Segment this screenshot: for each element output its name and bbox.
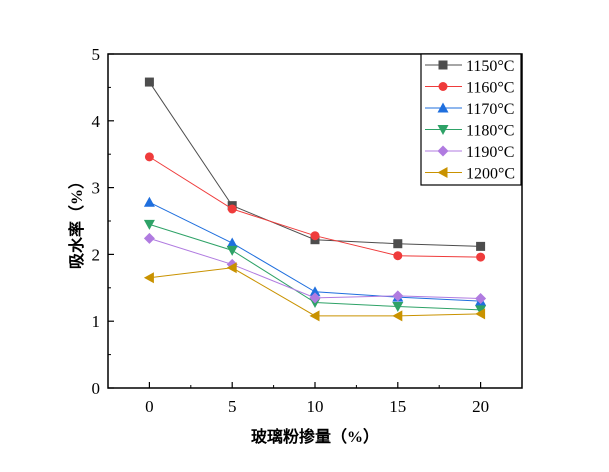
series-1190°C	[143, 232, 487, 304]
marker-circle	[144, 152, 154, 162]
legend-label: 1190°C	[466, 144, 514, 161]
series-1200°C	[143, 262, 486, 322]
y-tick-label: 5	[92, 45, 101, 64]
marker-triangle-up	[226, 237, 238, 248]
legend-label: 1180°C	[466, 123, 514, 140]
x-tick-label: 5	[228, 397, 237, 416]
y-tick-label: 1	[92, 312, 101, 331]
marker-triangle-left	[309, 310, 320, 322]
marker-triangle-down	[437, 125, 449, 135]
marker-square	[476, 241, 486, 251]
y-tick-label: 2	[92, 245, 101, 264]
y-tick-label: 0	[92, 379, 101, 398]
marker-triangle-down	[226, 245, 238, 256]
legend-label: 1200°C	[466, 166, 515, 183]
marker-triangle-up	[437, 102, 449, 113]
y-tick-label: 3	[92, 179, 101, 198]
y-tick-label: 4	[92, 112, 101, 131]
marker-triangle-down	[143, 219, 155, 230]
marker-triangle-down	[475, 305, 487, 316]
marker-square	[393, 239, 403, 249]
y-axis-label: 吸水率（%）	[67, 173, 86, 269]
legend-box	[420, 53, 522, 186]
x-tick-label: 0	[145, 397, 154, 416]
series-1160°C	[144, 152, 486, 262]
marker-triangle-down	[392, 302, 404, 313]
x-axis-label: 玻璃粉掺量（%）	[251, 427, 379, 446]
marker-diamond	[143, 232, 155, 244]
marker-diamond	[437, 145, 449, 157]
marker-circle	[310, 231, 320, 241]
series-1170°C	[143, 196, 487, 306]
legend-label: 1170°C	[466, 101, 514, 118]
marker-triangle-left	[226, 262, 237, 274]
legend-label: 1160°C	[466, 80, 514, 97]
marker-circle	[438, 82, 448, 91]
x-tick-label: 20	[472, 397, 489, 416]
marker-triangle-left	[475, 308, 486, 320]
marker-square	[144, 77, 154, 87]
marker-triangle-left	[437, 167, 448, 178]
marker-diamond	[392, 290, 404, 302]
x-tick-label: 10	[307, 397, 324, 416]
marker-triangle-left	[392, 310, 403, 322]
marker-diamond	[475, 292, 487, 304]
marker-triangle-left	[143, 272, 154, 284]
x-tick-label: 15	[389, 397, 406, 416]
marker-circle	[476, 252, 486, 262]
legend-label: 1150°C	[466, 58, 514, 75]
marker-triangle-up	[309, 286, 321, 297]
marker-triangle-up	[143, 196, 155, 207]
marker-square	[438, 60, 448, 70]
marker-diamond	[309, 292, 321, 304]
marker-circle	[227, 204, 237, 214]
marker-circle	[393, 251, 403, 261]
